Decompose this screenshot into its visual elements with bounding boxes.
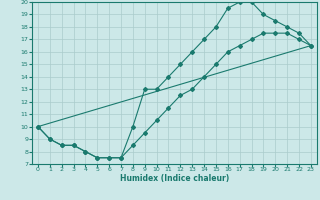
X-axis label: Humidex (Indice chaleur): Humidex (Indice chaleur) [120, 174, 229, 183]
